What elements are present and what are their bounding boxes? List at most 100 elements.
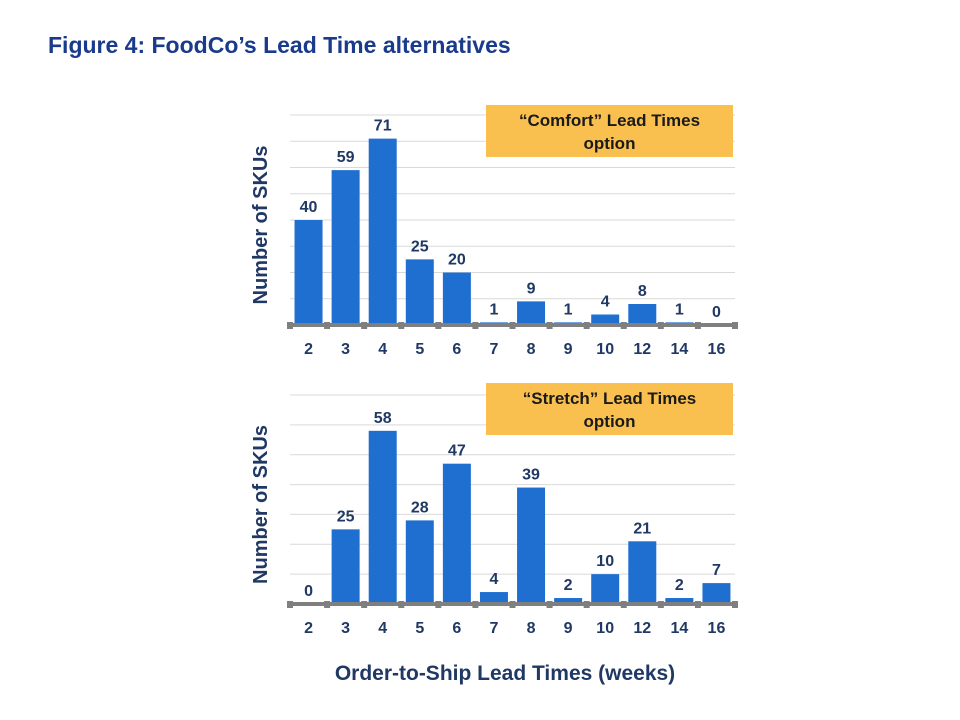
- bar-10: [591, 574, 620, 604]
- x-tick-label: 3: [341, 620, 350, 637]
- data-label: 20: [448, 252, 466, 269]
- data-label: 25: [337, 508, 355, 525]
- data-label: 28: [411, 499, 429, 516]
- bar-8: [517, 301, 546, 325]
- bar-12: [628, 541, 657, 604]
- data-label: 9: [527, 280, 536, 297]
- axis-tick: [324, 601, 331, 608]
- axis-tick: [657, 322, 664, 329]
- axis-tick: [583, 601, 590, 608]
- data-label: 39: [522, 467, 540, 484]
- axis-tick: [287, 322, 293, 329]
- data-label: 4: [601, 294, 610, 311]
- data-label: 8: [638, 283, 647, 300]
- data-label: 1: [490, 301, 499, 318]
- data-label: 10: [596, 553, 614, 570]
- option-label-text: option: [584, 134, 636, 153]
- axis-tick: [324, 322, 331, 329]
- x-tick-label: 5: [415, 341, 424, 358]
- axis-tick: [435, 322, 442, 329]
- figure-title: Figure 4: FoodCo’s Lead Time alternative…: [48, 32, 511, 58]
- x-tick-label: 9: [564, 620, 573, 637]
- axis-tick: [546, 601, 553, 608]
- x-tick-label: 16: [708, 341, 726, 358]
- x-tick-label: 5: [415, 620, 424, 637]
- axis-tick: [583, 322, 590, 329]
- x-tick-label: 4: [378, 341, 387, 358]
- x-tick-label: 10: [596, 620, 614, 637]
- data-label: 59: [337, 149, 355, 166]
- axis-tick: [361, 322, 368, 329]
- option-label-text: option: [584, 412, 636, 431]
- axis-tick: [287, 601, 293, 608]
- axis-tick: [398, 322, 405, 329]
- data-label: 25: [411, 238, 429, 255]
- bar-5: [405, 259, 434, 325]
- bar-16: [702, 583, 731, 604]
- bar-14: [665, 598, 694, 604]
- axis-tick: [620, 601, 627, 608]
- bar-8: [517, 487, 546, 604]
- axis-tick: [732, 601, 738, 608]
- option-label-box: [486, 105, 733, 157]
- axis-tick: [361, 601, 368, 608]
- bar-4: [368, 138, 397, 325]
- bar-5: [405, 520, 434, 604]
- bar-12: [628, 304, 657, 325]
- x-tick-label: 7: [490, 620, 499, 637]
- axis-tick: [732, 322, 738, 329]
- bar-7: [479, 592, 508, 604]
- data-label: 47: [448, 443, 466, 460]
- x-tick-label: 3: [341, 341, 350, 358]
- y-axis-label: Number of SKUs: [250, 146, 272, 305]
- x-tick-label: 8: [527, 341, 536, 358]
- data-label: 21: [633, 520, 651, 537]
- option-label-text: “Stretch” Lead Times: [523, 389, 697, 408]
- data-label: 40: [300, 199, 318, 216]
- axis-tick: [546, 322, 553, 329]
- axis-tick: [472, 601, 479, 608]
- x-tick-label: 6: [452, 341, 461, 358]
- option-label-text: “Comfort” Lead Times: [519, 111, 700, 130]
- x-tick-label: 2: [304, 620, 313, 637]
- x-tick-label: 12: [633, 620, 651, 637]
- bar-3: [331, 529, 360, 604]
- bar-2: [294, 220, 323, 325]
- x-tick-label: 10: [596, 341, 614, 358]
- axis-tick: [435, 601, 442, 608]
- x-tick-label: 12: [633, 341, 651, 358]
- x-tick-label: 8: [527, 620, 536, 637]
- option-label-box: [486, 383, 733, 435]
- bar-9: [554, 598, 583, 604]
- data-label: 4: [490, 571, 499, 588]
- axis-tick: [694, 601, 701, 608]
- x-tick-label: 7: [490, 341, 499, 358]
- axis-tick: [694, 322, 701, 329]
- data-label: 1: [675, 301, 684, 318]
- data-label: 1: [564, 301, 573, 318]
- bar-6: [442, 272, 471, 325]
- axis-tick: [509, 322, 516, 329]
- axis-tick: [398, 601, 405, 608]
- axis-tick: [509, 601, 516, 608]
- axis-tick: [472, 322, 479, 329]
- x-tick-label: 2: [304, 341, 313, 358]
- data-label: 0: [304, 583, 313, 600]
- x-tick-label: 16: [708, 620, 726, 637]
- x-tick-label: 6: [452, 620, 461, 637]
- x-tick-label: 9: [564, 341, 573, 358]
- axis-tick: [657, 601, 664, 608]
- bar-10: [591, 314, 620, 325]
- data-label: 2: [675, 577, 684, 594]
- data-label: 58: [374, 410, 392, 427]
- y-axis-label: Number of SKUs: [250, 425, 272, 584]
- data-label: 7: [712, 562, 721, 579]
- x-tick-label: 14: [670, 620, 688, 637]
- x-axis-label: Order-to-Ship Lead Times (weeks): [334, 662, 676, 685]
- data-label: 2: [564, 577, 573, 594]
- x-tick-label: 14: [670, 341, 688, 358]
- axis-tick: [620, 322, 627, 329]
- x-tick-label: 4: [378, 620, 387, 637]
